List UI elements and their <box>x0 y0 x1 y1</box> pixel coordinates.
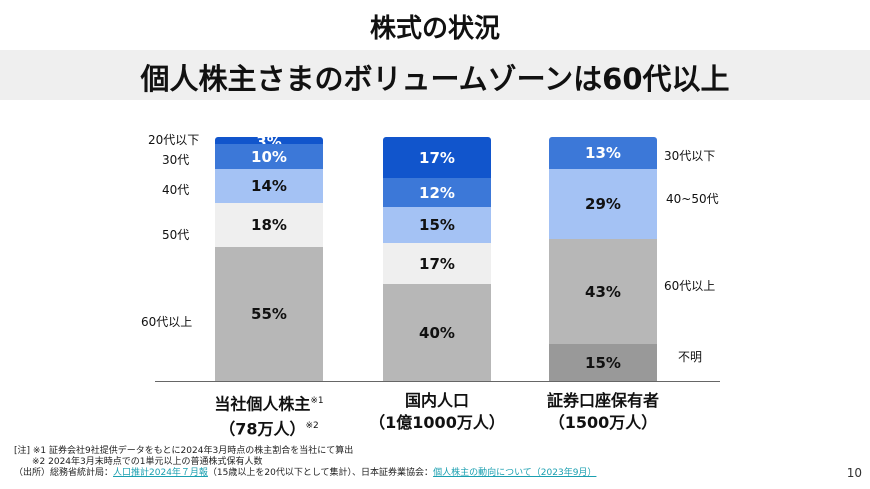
page-number: 10 <box>846 466 862 480</box>
category-count: （1500万人） <box>548 413 658 432</box>
footnote-mark: ※2 <box>305 421 319 432</box>
data-label: 43% <box>585 283 621 302</box>
bar-segment: 43% <box>549 239 657 345</box>
subtitle-band <box>0 50 870 100</box>
data-label: 18% <box>251 216 287 235</box>
bar-segment: 15% <box>549 344 657 382</box>
bar-segment: 15% <box>383 207 491 244</box>
category-label: 当社個人株主※1 （78万人）※2 <box>169 390 369 441</box>
bar-segment: 17% <box>383 137 491 179</box>
bar-segment: 40% <box>383 284 491 382</box>
legend-label: 30代 <box>162 153 190 167</box>
bar-segment: 12% <box>383 178 491 208</box>
source-link-jsda[interactable]: 個人株主の動向について（2023年9月） <box>433 468 597 478</box>
source-mid: （15歳以上を20代以下として集計）、日本証券業協会： <box>207 468 434 478</box>
bar-segment: 14% <box>215 168 323 204</box>
legend-label: 不明 <box>678 350 703 364</box>
bar-segment: 55% <box>215 246 323 382</box>
note-source: （出所）総務省統計局：人口推計2024年７月報（15歳以上を20代以下として集計… <box>14 468 596 479</box>
note-1: [注] ※1 証券会社9社提供データをもとに2024年3月時点の株主割合を当社に… <box>14 446 354 456</box>
category-name: 証券口座保有者 <box>546 391 659 410</box>
legend-label: 40代 <box>162 183 190 197</box>
data-label: 40% <box>419 323 455 342</box>
slide-subtitle: 個人株主さまのボリュームゾーンは60代以上 <box>140 62 730 96</box>
source-link-population[interactable]: 人口推計2024年７月報 <box>113 468 208 478</box>
bar-segment: 10% <box>215 144 323 170</box>
slide-title: 株式の状況 <box>369 14 500 44</box>
category-name: 当社個人株主 <box>214 394 311 414</box>
bar-segment: 17% <box>383 243 491 285</box>
data-label: 13% <box>585 144 621 163</box>
data-label: 10% <box>251 147 287 166</box>
legend-label: 60代以上 <box>141 315 193 329</box>
legend-label: 50代 <box>162 228 190 242</box>
category-label: 証券口座保有者 （1500万人） <box>503 390 703 434</box>
legend-label: 20代以下 <box>148 133 200 147</box>
stacked-bar-chart: 20代以下 30代 40代 50代 60代以上 30代以下 40~50代 60代… <box>141 133 720 441</box>
data-label: 14% <box>251 177 287 196</box>
data-label: 15% <box>419 216 455 235</box>
data-label: 17% <box>419 148 455 167</box>
category-count: （1億1000万人） <box>369 413 505 432</box>
bar-segment: 18% <box>215 202 323 248</box>
legend-label: 30代以下 <box>664 149 716 163</box>
data-label: 55% <box>251 305 287 324</box>
bar-segment: 13% <box>549 137 657 170</box>
bar-segment: 29% <box>549 168 657 240</box>
legend-label: 60代以上 <box>664 279 716 293</box>
data-label: 15% <box>585 353 621 372</box>
data-label: 17% <box>419 255 455 274</box>
note-2: ※2 2024年3月末時点での1単元以上の普通株式保有人数 <box>32 457 263 467</box>
category-count: （78万人） <box>219 419 306 439</box>
legend-label: 40~50代 <box>666 192 719 206</box>
footnote-mark: ※1 <box>310 396 324 406</box>
category-name: 国内人口 <box>404 391 469 410</box>
x-axis-line <box>155 381 720 382</box>
footnotes: [注] ※1 証券会社9社提供データをもとに2024年3月時点の株主割合を当社に… <box>14 446 596 479</box>
source-prefix: （出所）総務省統計局： <box>14 468 114 478</box>
data-label: 12% <box>419 183 455 202</box>
category-label: 国内人口 （1億1000万人） <box>337 390 537 434</box>
data-label: 29% <box>585 195 621 214</box>
